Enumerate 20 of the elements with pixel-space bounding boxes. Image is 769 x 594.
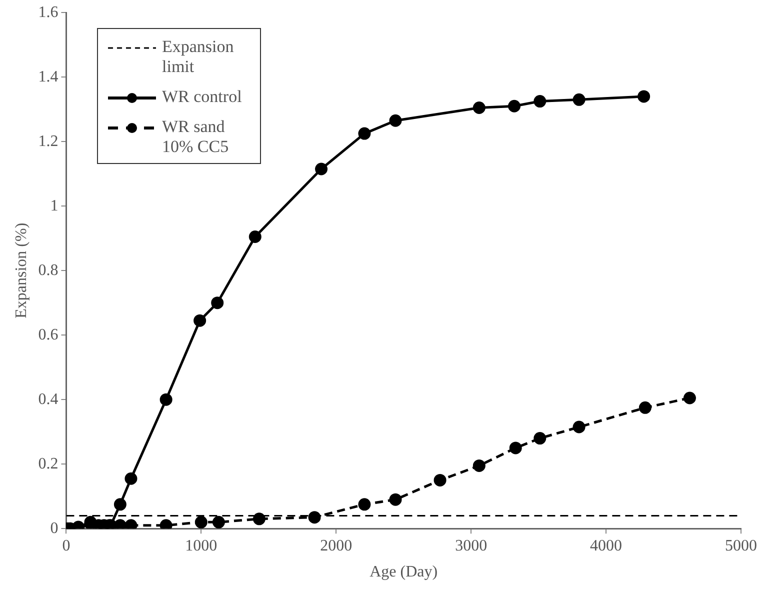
- y-tick-label: 1.6: [38, 4, 58, 21]
- x-axis-title: Age (Day): [370, 564, 438, 581]
- y-tick-label: 0.4: [38, 390, 58, 408]
- y-tick-label: 0.2: [38, 455, 58, 472]
- y-tick-label: 1.4: [38, 68, 58, 86]
- x-tick-label: 3000: [455, 537, 488, 554]
- y-axis-title: Expansion (%): [12, 222, 30, 318]
- x-tick-label: 4000: [590, 537, 622, 554]
- x-tick-label: 2000: [320, 537, 352, 554]
- y-tick-label: 0.8: [38, 262, 58, 279]
- x-tick-label: 5000: [725, 537, 757, 554]
- x-tick-label: 0: [62, 537, 70, 554]
- legend-label: WR sand 10% CC5: [162, 117, 230, 157]
- y-tick-label: 1.2: [38, 132, 58, 150]
- y-tick-label: 0.6: [38, 326, 58, 344]
- y-tick-label: 0: [50, 520, 58, 537]
- legend-label: WR control: [162, 87, 242, 107]
- y-tick-label: 1: [50, 197, 58, 214]
- legend-label: Expansion limit: [162, 37, 235, 77]
- x-tick-label: 1000: [185, 537, 218, 554]
